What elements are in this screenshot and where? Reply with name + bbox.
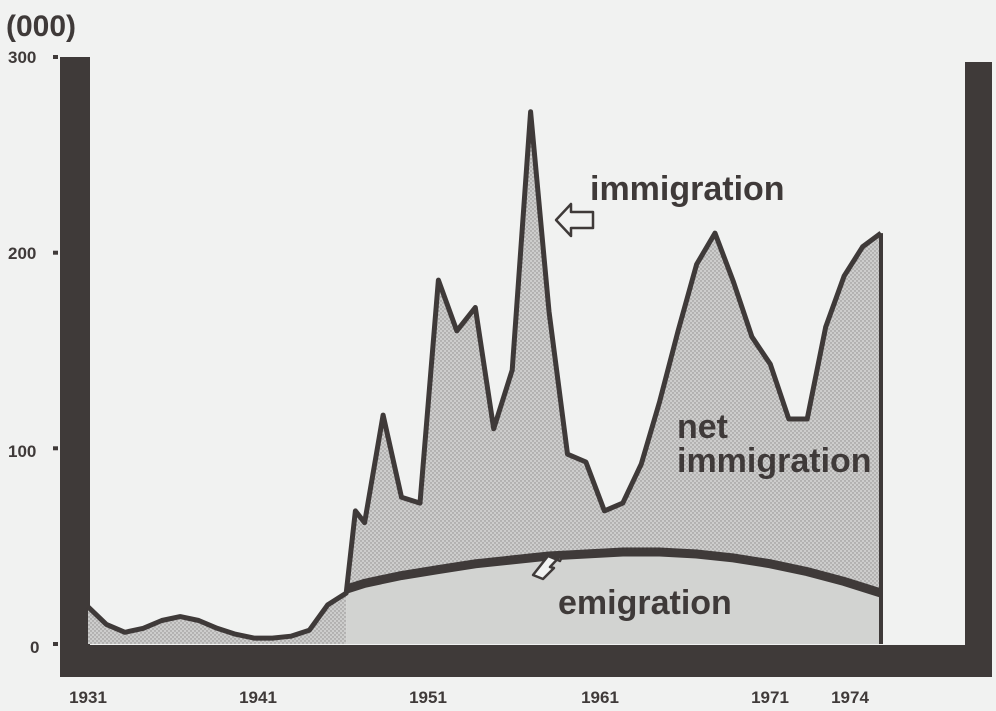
x-tick-label: 1941 — [239, 688, 277, 707]
unit-label: (000) — [6, 10, 76, 43]
net-immigration-annotation: immigration — [677, 442, 872, 480]
baseline-bar — [60, 645, 992, 677]
y-tick-label: 100 — [8, 442, 36, 461]
emigration-line — [344, 547, 883, 598]
immigration-arrow-icon — [554, 202, 595, 238]
x-tick-label: 1974 — [831, 688, 869, 707]
x-tick-label: 1971 — [751, 688, 789, 707]
y-tick-mark — [53, 250, 58, 255]
emigration-annotation: emigration — [558, 584, 732, 622]
immigration-line — [86, 109, 883, 641]
emigration-area — [346, 552, 881, 644]
y-tick-label: 200 — [8, 244, 36, 263]
y-axis: 300 200 100 0 — [8, 48, 58, 657]
immigration-annotation: immigration — [590, 170, 785, 208]
emigration-arrow-icon — [531, 550, 566, 581]
y-tick-marks — [53, 55, 58, 646]
y-tick-mark — [53, 446, 58, 451]
right-frame-bar — [965, 62, 992, 677]
left-axis-bar — [60, 57, 90, 677]
net-immigration-area — [346, 111, 881, 594]
y-tick-mark — [53, 642, 58, 646]
y-tick-mark — [53, 55, 58, 59]
net-annotation: net — [677, 408, 728, 446]
x-tick-label: 1931 — [69, 688, 107, 707]
x-tick-label: 1951 — [409, 688, 447, 707]
y-tick-label: 0 — [30, 638, 39, 657]
x-axis: 1931 1941 1951 1961 1971 1974 — [69, 688, 869, 707]
x-tick-label: 1961 — [581, 688, 619, 707]
pre-war-area — [88, 593, 347, 644]
y-tick-label: 300 — [8, 48, 36, 67]
